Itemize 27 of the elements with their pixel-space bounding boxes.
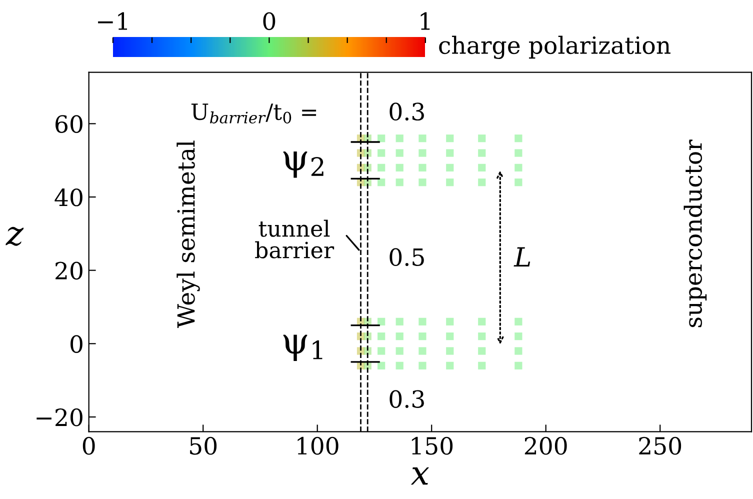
annotation: 0.3 [390,390,424,408]
annotation: ψ$_{2}$ [283,151,324,178]
annotation: superconductor [684,140,707,328]
annotation: 0.5 [390,248,424,266]
y-tick-label: 20 [56,262,82,280]
y-tick-label: 0 [70,335,82,353]
color-bar-title: charge polarization [439,36,670,59]
x-tick-label: 50 [190,436,217,455]
y-axis-title: z [6,226,24,246]
x-tick-label: 150 [412,436,453,455]
annotation: Weyl semimetal [176,140,200,328]
annotation: U$_{barrier}$/t$_{0}$ = [191,104,316,124]
y-tick-label: −20 [36,408,82,426]
x-axis-title: x [410,467,430,485]
color-bar-label: 0 [263,12,276,30]
annotation: 0.3 [390,102,424,121]
y-tick-label: 40 [54,188,82,206]
annotation: L [514,247,530,266]
x-tick-label: 250 [639,436,682,455]
color-bar-label: −1 [98,12,127,30]
x-tick-label: 0 [82,436,95,455]
annotation: ψ$_{1}$ [283,334,322,362]
y-tick-label: 60 [56,115,82,133]
x-tick-label: 100 [298,436,338,455]
color-bar-label: 1 [420,12,430,30]
x-tick-label: 200 [524,436,567,455]
annotation: tunnel barrier [255,220,334,258]
